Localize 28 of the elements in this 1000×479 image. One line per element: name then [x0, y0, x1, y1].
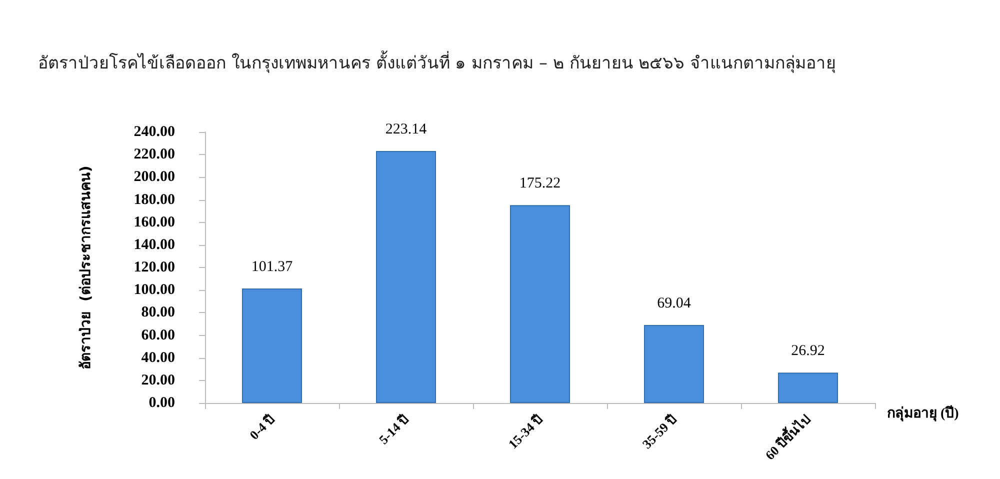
y-tick-label: 160.00 [134, 214, 175, 230]
x-tick-label: 5-14 ปี [376, 412, 412, 448]
y-tick-label: 240.00 [134, 124, 175, 140]
y-tick-label: 120.00 [134, 260, 175, 276]
y-tick-label: 80.00 [141, 304, 175, 321]
y-tick-label: 200.00 [134, 169, 175, 186]
bar [644, 325, 704, 403]
data-label: 69.04 [657, 296, 692, 312]
x-tick-label: 0-4 ปี [246, 412, 278, 442]
data-label: 223.14 [385, 122, 428, 138]
y-tick-label: 140.00 [134, 236, 175, 253]
y-tick-label: 180.00 [134, 192, 175, 208]
x-axis-title: กลุ่มอายุ (ปี) [887, 406, 960, 422]
y-tick-label: 220.00 [134, 146, 175, 163]
y-tick-label: 20.00 [141, 372, 175, 388]
y-tick-label: 100.00 [134, 282, 175, 298]
bar [510, 205, 570, 403]
bar [376, 151, 436, 403]
chart-title: อัตราป่วยโรคไข้เลือดออก ในกรุงเทพมหานคร ตั้งแต่วันที่ ๑ มกราคม – ๒ กันยายน ๒๕๖๖ จำแนกตามกลุ่มอายุ [38, 50, 836, 74]
y-tick-label: 40.00 [141, 350, 175, 366]
data-label: 26.92 [791, 343, 825, 360]
y-tick-label: 0.00 [148, 395, 175, 411]
y-tick-label: 60.00 [141, 327, 175, 344]
data-label: 175.22 [519, 176, 561, 192]
bar [778, 372, 838, 403]
data-label: 101.37 [251, 259, 294, 276]
bar [242, 288, 302, 403]
y-axis-title: อัตราป่วย (ต่อประชากรแสนคน) [78, 166, 94, 370]
